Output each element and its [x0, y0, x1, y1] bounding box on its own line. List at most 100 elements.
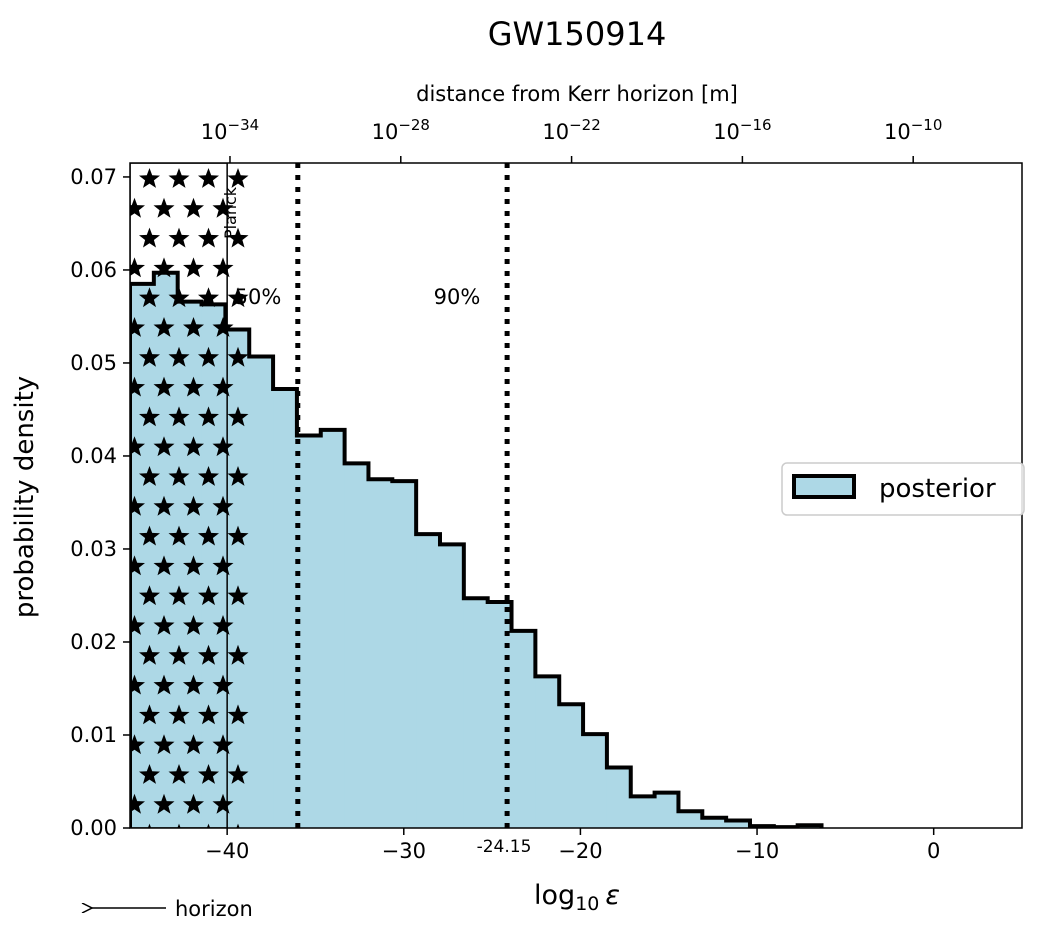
star-hatch-icon — [139, 346, 160, 367]
x-tick-label: −10 — [735, 839, 779, 863]
horizon-annotation: horizon — [92, 897, 253, 921]
star-hatch-icon — [139, 287, 160, 308]
histogram-bar — [463, 598, 489, 828]
histogram-bar — [368, 479, 393, 828]
star-hatch-icon — [130, 376, 145, 397]
histogram-bar — [296, 435, 322, 828]
star-hatch-icon — [130, 674, 145, 695]
star-hatch-icon — [183, 257, 204, 278]
star-hatch-icon — [227, 287, 249, 308]
histogram-bar — [249, 356, 274, 828]
histogram-bar — [439, 544, 465, 828]
star-hatch-icon — [212, 495, 234, 516]
star-hatch-icon — [183, 197, 204, 218]
star-hatch-icon — [227, 466, 249, 486]
quantile-lines — [295, 163, 510, 828]
histogram-bar — [583, 734, 608, 828]
histogram-bar — [678, 811, 703, 828]
top-tick-label: 10−10 — [884, 116, 942, 144]
top-tick-label: 10−28 — [372, 116, 430, 144]
star-hatch-icon — [212, 734, 234, 755]
star-hatch-icon — [95, 377, 116, 397]
star-hatch-icon — [139, 168, 160, 188]
histogram-bar — [559, 704, 584, 828]
star-hatch-icon — [130, 592, 131, 594]
star-hatch-icon — [153, 257, 175, 278]
star-hatch-icon — [153, 555, 175, 576]
star-hatch-icon — [212, 615, 234, 635]
star-hatch-icon — [198, 644, 219, 665]
star-hatch-icon — [153, 376, 175, 397]
horizon-label: horizon — [175, 897, 253, 921]
y-tick-label: 0.04 — [70, 444, 117, 468]
star-hatch-icon — [147, 823, 152, 828]
star-hatch-icon — [227, 585, 249, 606]
star-hatch-icon — [227, 168, 249, 188]
star-hatch-icon — [212, 197, 234, 218]
y-tick-label: 0.05 — [70, 351, 117, 375]
star-hatch-icon — [212, 257, 234, 278]
star-hatch-icon — [183, 317, 204, 337]
star-hatch-icon — [153, 436, 175, 457]
y-axis-ticks: 0.00 0.01 0.02 0.03 0.04 0.05 0.06 0.07 — [70, 165, 130, 840]
star-hatch-icon — [183, 674, 204, 695]
star-hatch-icon — [153, 674, 175, 695]
y-tick-label: 0.00 — [70, 816, 117, 840]
star-hatch-icon — [198, 525, 219, 546]
star-hatch-icon — [139, 764, 160, 784]
top-axis-label: distance from Kerr horizon [m] — [416, 82, 738, 106]
x-axis-ticks: −40 −30 −20 −10 0 — [205, 828, 940, 863]
star-hatch-icon — [227, 525, 249, 546]
y-tick-label: 0.01 — [70, 723, 117, 747]
chart-title: GW150914 — [488, 15, 667, 53]
star-hatch-icon — [130, 793, 145, 814]
star-hatch-icon — [177, 823, 181, 828]
histogram-bar — [416, 534, 441, 828]
star-hatch-icon — [183, 734, 204, 755]
star-hatch-icon — [212, 376, 234, 397]
star-hatch-icon — [95, 198, 116, 218]
star-hatch-icon — [130, 711, 131, 713]
star-hatch-icon — [95, 794, 116, 814]
star-hatch-icon — [130, 436, 145, 457]
star-hatch-icon — [139, 406, 160, 427]
star-hatch-icon — [168, 466, 190, 486]
histogram-bar — [702, 817, 727, 828]
star-hatch-icon — [168, 346, 190, 367]
planck-region-box — [130, 163, 228, 828]
star-hatch-icon — [168, 585, 190, 606]
star-hatch-icon — [236, 823, 240, 828]
star-hatch-icon — [130, 294, 131, 296]
star-hatch-icon — [153, 197, 175, 218]
star-hatch-icon — [198, 287, 219, 308]
histogram-bar — [511, 630, 536, 828]
quantile-90-label: 90% — [434, 285, 481, 309]
top-tick-label: 10−22 — [542, 116, 600, 144]
histogram-bar — [630, 796, 656, 828]
star-hatch-icon — [198, 704, 219, 725]
star-hatch-icon — [198, 466, 219, 486]
legend-label: posterior — [879, 474, 996, 504]
y-tick-label: 0.02 — [70, 630, 117, 654]
star-hatch-icon — [183, 376, 204, 397]
histogram-outline — [130, 270, 824, 828]
y-tick-label: 0.03 — [70, 537, 117, 561]
star-hatch-icon — [183, 555, 204, 576]
top-tick-label: 10−34 — [201, 116, 259, 144]
star-hatch-icon — [130, 197, 145, 218]
star-hatch-icon — [139, 227, 160, 248]
star-hatch-icon — [212, 674, 234, 695]
planck-region — [95, 163, 249, 828]
star-hatch-icon — [227, 406, 249, 427]
star-hatch-icon — [168, 525, 190, 546]
legend-swatch — [792, 474, 856, 499]
y-axis-label: probability density — [10, 376, 40, 618]
star-hatch-icon — [130, 615, 145, 635]
star-hatch-icon — [212, 555, 234, 576]
star-hatch-icon — [198, 764, 219, 784]
star-hatch-icon — [130, 734, 145, 755]
x-tick-label: −40 — [205, 839, 249, 863]
star-hatch-icon — [212, 317, 234, 337]
